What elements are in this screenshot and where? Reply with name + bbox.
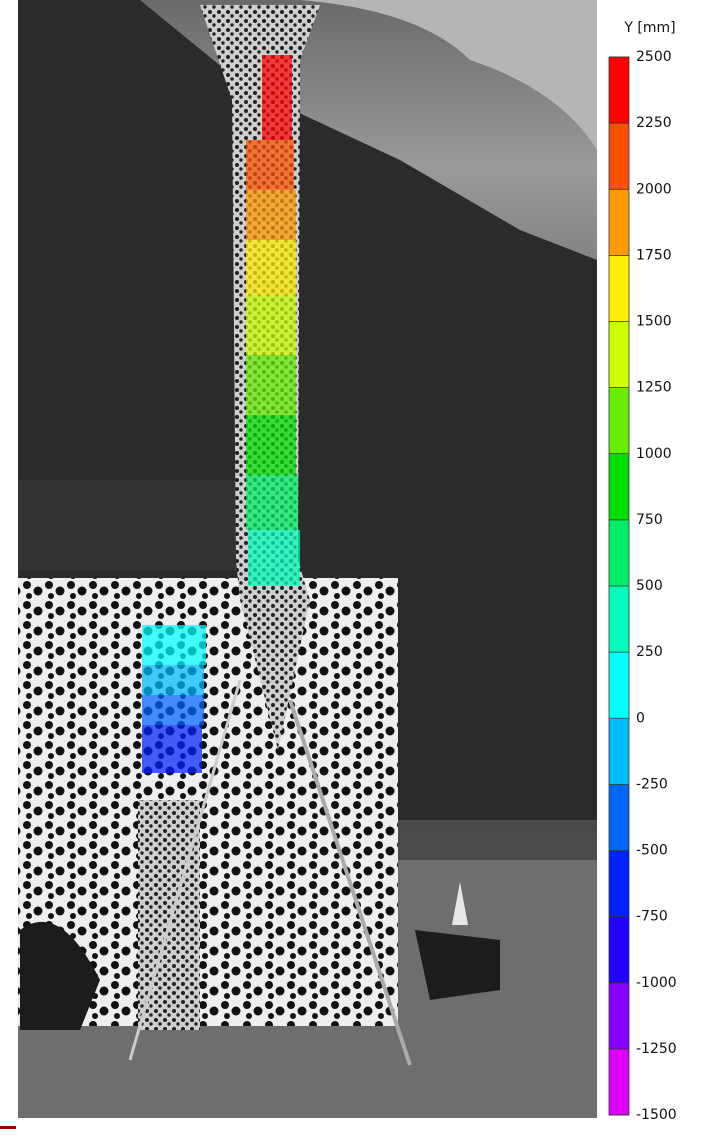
colorbar-tick-label: -500 [636,843,668,859]
colorbar-segment [609,255,629,322]
colorbar-segment [609,652,629,719]
colorbar-tick-label: 1250 [636,380,672,396]
colorbar-segment [609,520,629,587]
colorbar-segment [609,454,629,521]
colorbar-tick-label: 2250 [636,115,672,131]
colorbar-tick-label: 250 [636,644,663,660]
colorbar-title: Y [mm] [623,20,675,36]
colorbar-tick-label: 2000 [636,181,672,197]
colorbar-segment [609,189,629,256]
colorbar-segment [609,322,629,389]
colorbar-tick-label: -1500 [636,1107,677,1123]
colorbar-segment [609,586,629,653]
colorbar-tick-label: 500 [636,578,663,594]
colorbar-segment [609,388,629,455]
colorbar-tick-label: 1750 [636,247,672,263]
colorbar-segment [609,57,629,124]
colorbar-segment [609,983,629,1050]
colorbar-segment [609,123,629,190]
colorbar-tick-label: 2500 [636,49,672,65]
colorbar-tick-label: -750 [636,909,668,925]
colorbar-segment [609,851,629,918]
colorbar-segment [609,718,629,785]
colorbar-segment [609,784,629,851]
colorbar-tick-label: 1000 [636,446,672,462]
colorbar-tick-label: -250 [636,776,668,792]
colorbar-tick-label: 750 [636,512,663,528]
photo [18,0,597,1118]
colorbar-tick-label: -1250 [636,1041,677,1057]
colorbar-segment [609,1049,629,1116]
colorbar-tick-label: 1500 [636,314,672,330]
colorbar-segment [609,917,629,984]
colorbar-tick-label: -1000 [636,975,677,991]
window-edge [0,1126,16,1129]
dic-view: Y [mm] 250022502000175015001250100075050… [0,0,706,1132]
colorbar: 25002250200017501500125010007505002500-2… [609,49,677,1123]
colorbar-tick-label: 0 [636,710,645,726]
